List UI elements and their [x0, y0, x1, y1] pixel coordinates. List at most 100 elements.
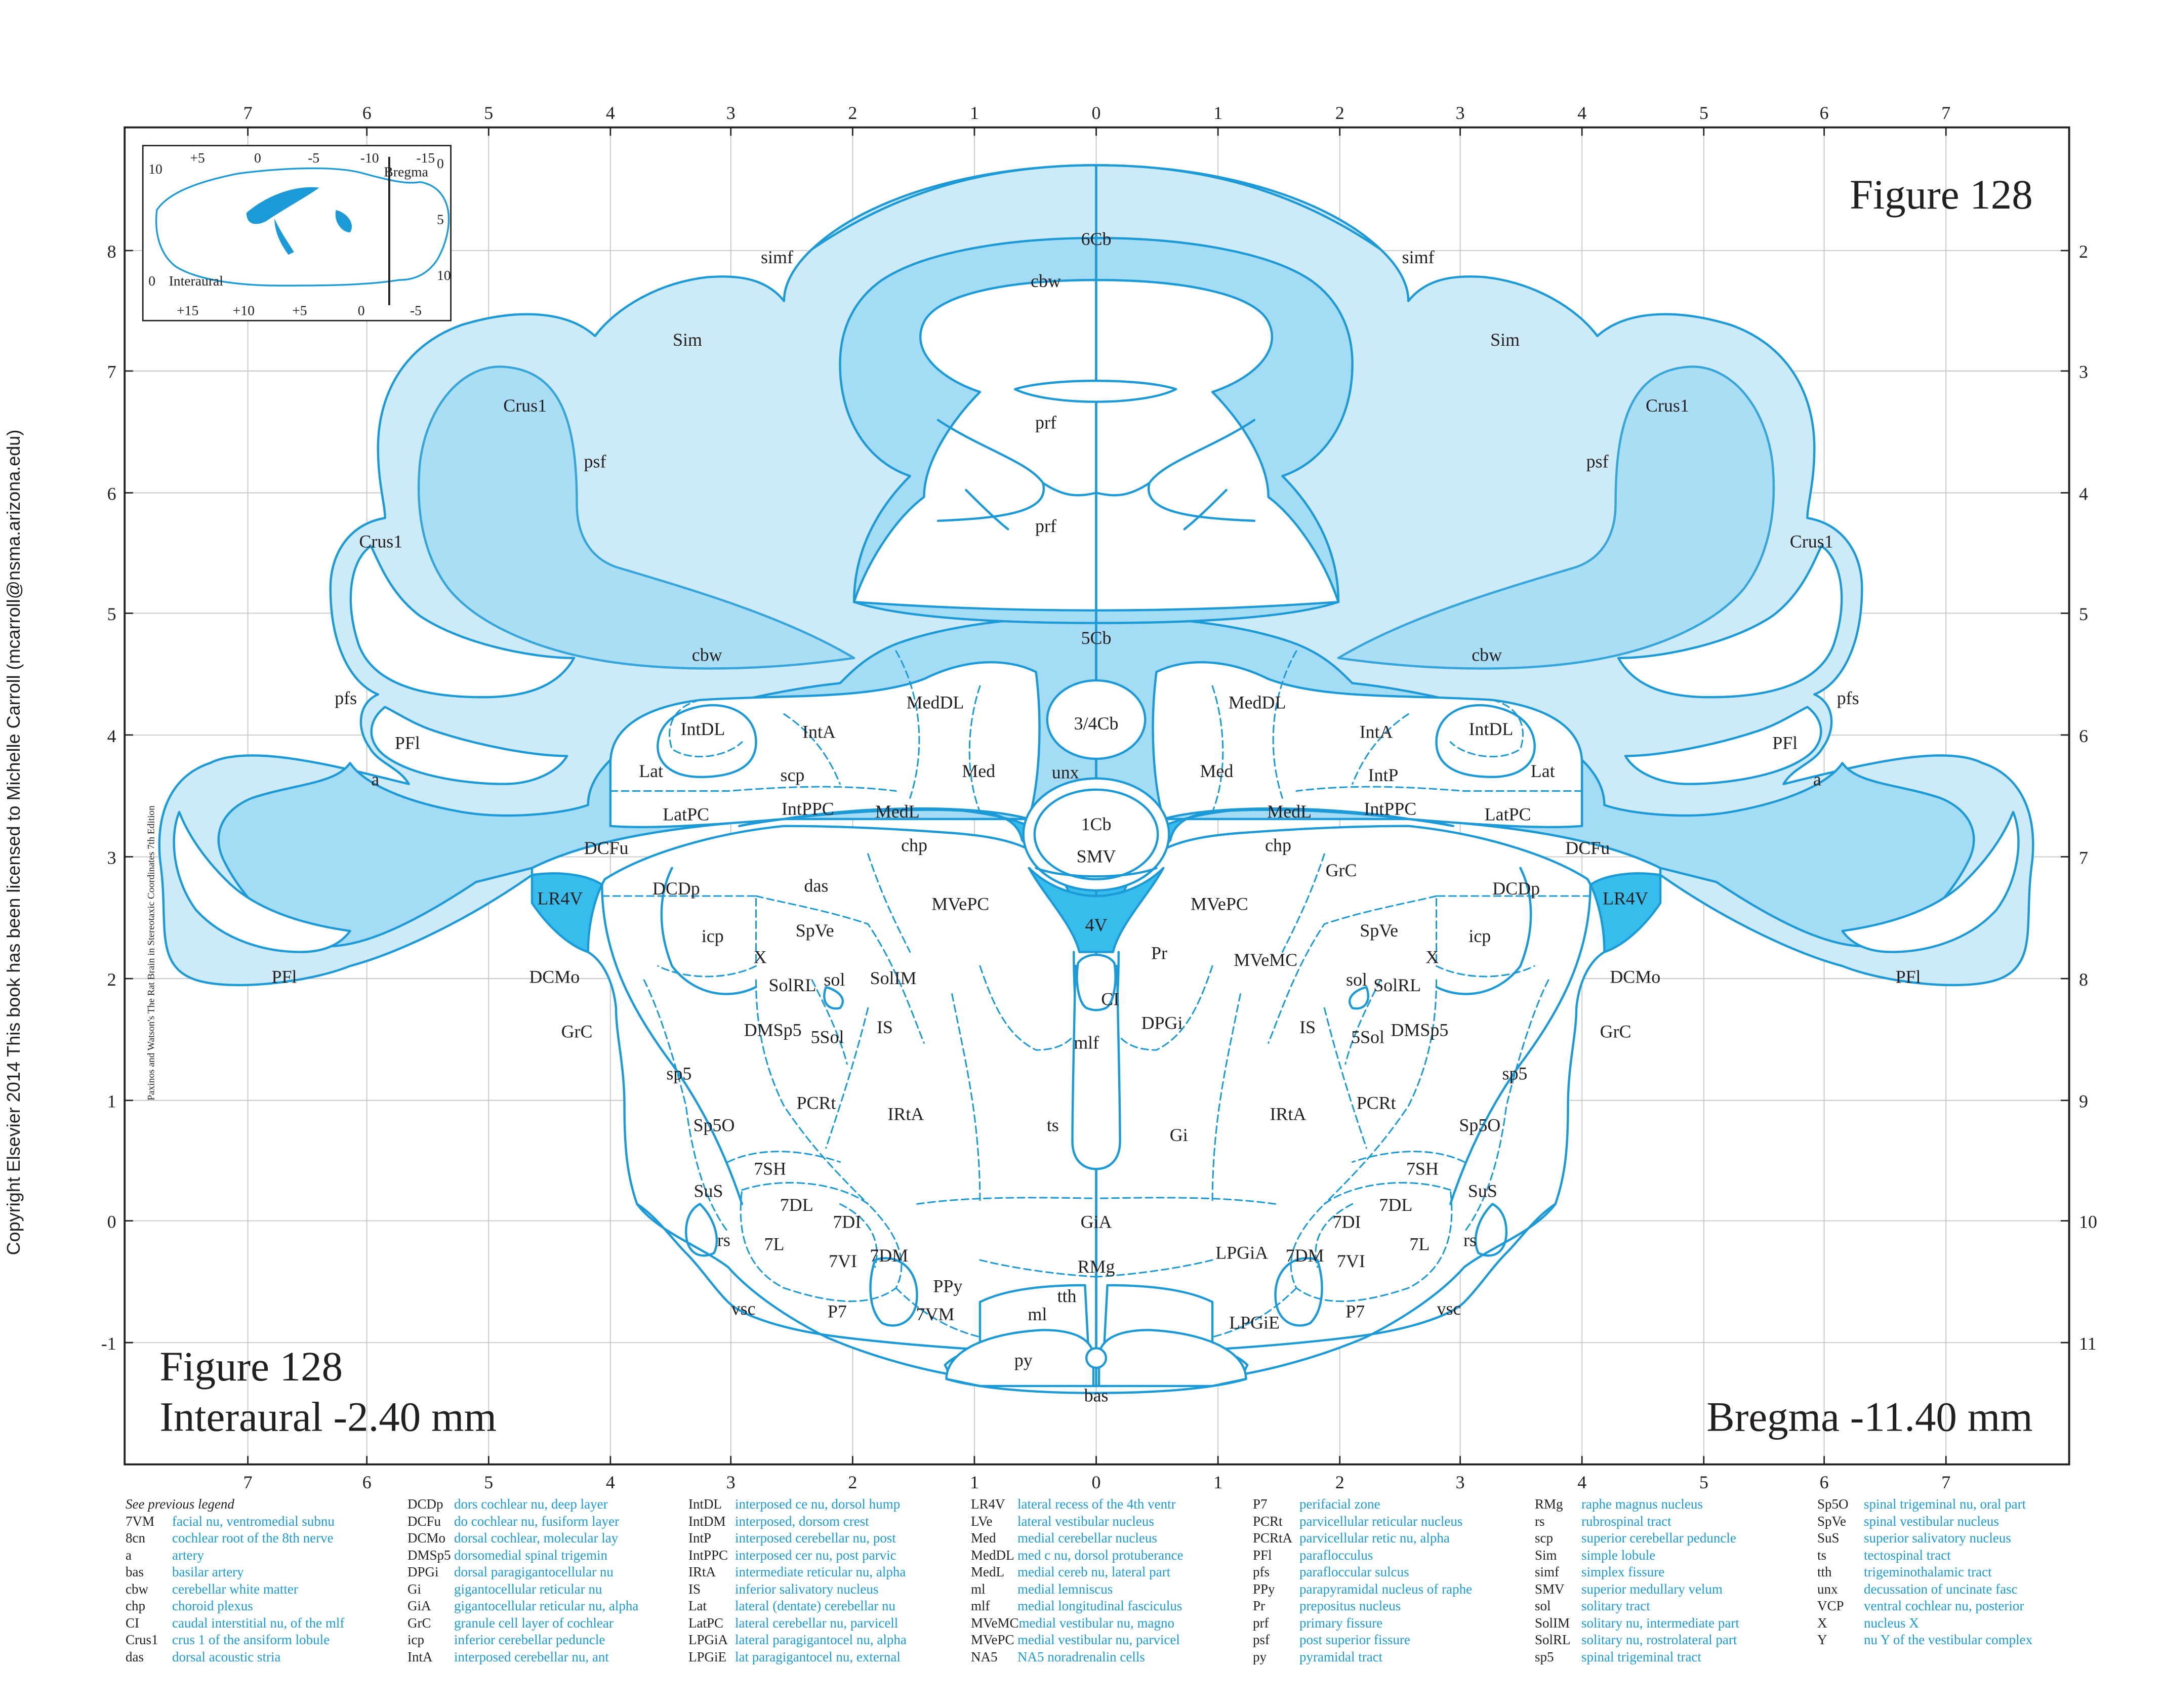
legend-abbreviation: LPGiE: [688, 1649, 727, 1664]
legend-abbreviation: DPGi: [407, 1564, 439, 1579]
axis-top-labels: 7 6 5 4 3 2 1 0 1 2 3 4 5 6 7: [243, 103, 1951, 123]
legend-definition: solitary nu, rostrolateral part: [1581, 1632, 1737, 1647]
legend-entry: LPGiE lat paragigantocel nu, external: [688, 1649, 907, 1666]
region-label-sp5o: Sp5O: [693, 1115, 735, 1135]
legend-entry: Med medial cerebellar nucleus: [971, 1530, 1183, 1547]
legend-entry: IntPPC interposed cer nu, post parvic: [688, 1547, 907, 1564]
sagittal-inset: +5 0 -5 -10 -15 +15 +10 +5 0 -5 10 0 0 5 10 Bregma Int…: [142, 145, 452, 321]
vermis-top: [810, 164, 1382, 251]
axis-bottom-label: 5: [484, 1472, 493, 1492]
region-label-mlf: mlf: [1074, 1032, 1099, 1052]
region-label-7l: 7L: [764, 1234, 784, 1254]
axis-top-label: 3: [1456, 103, 1465, 123]
legend-entry: unx decussation of uncinate fasc: [1817, 1581, 2032, 1598]
axis-right-label: 10: [2079, 1211, 2097, 1232]
legend-abbreviation: chp: [126, 1598, 145, 1613]
legend-entry: CI caudal interstitial nu, of the mlf: [126, 1615, 344, 1632]
legend-entry: SolRL solitary nu, rostrolateral part: [1535, 1632, 1739, 1649]
inset-brain: [274, 218, 294, 255]
legend-definition: post superior fissure: [1299, 1632, 1410, 1647]
legend-abbreviation: DMSp5: [407, 1547, 451, 1563]
legend-definition: cochlear root of the 8th nerve: [172, 1530, 334, 1546]
region-label-crus1: Crus1: [359, 531, 402, 551]
region-label-intppc: IntPPC: [1364, 799, 1416, 819]
inset-interaural-label: Interaural: [169, 273, 224, 289]
legend-entry: 7VM facial nu, ventromedial subnu: [126, 1513, 344, 1530]
region-label-lr4v: LR4V: [537, 888, 583, 909]
region-label-dcdp: DCDp: [652, 878, 700, 899]
legend-abbreviation: sol: [1535, 1598, 1551, 1613]
region-label-mvepc: MVePC: [1191, 894, 1248, 914]
legend-abbreviation: ts: [1817, 1547, 1827, 1563]
legend-entry: Sim simple lobule: [1535, 1547, 1739, 1564]
axis-bottom-label: 0: [1092, 1472, 1101, 1492]
axis-top-label: 3: [726, 103, 736, 123]
inset-top-tick: +5: [190, 150, 205, 166]
axis-left-label: -1: [101, 1333, 116, 1354]
axis-right-label: 4: [2079, 483, 2088, 504]
axis-bottom-label: 1: [1213, 1472, 1222, 1492]
legend-definition: caudal interstitial nu, of the mlf: [172, 1615, 345, 1631]
legend-definition: parapyramidal nucleus of raphe: [1299, 1581, 1473, 1597]
axis-right-label: 2: [2079, 241, 2088, 262]
legend-entry: a artery: [126, 1547, 344, 1564]
legend-definition: medial cerebellar nucleus: [1017, 1530, 1157, 1546]
region-label-sp5o: Sp5O: [1459, 1115, 1500, 1135]
legend-entry: SolIM solitary nu, intermediate part: [1535, 1615, 1739, 1632]
legend-entry: DMSp5 dorsomedial spinal trigemin: [407, 1547, 638, 1564]
axis-left-labels: 8 7 6 5 4 3 2 1 0 -1: [101, 241, 116, 1354]
legend-abbreviation: CI: [126, 1615, 139, 1631]
axis-left-label: 1: [107, 1091, 116, 1112]
region-label-7di: 7DI: [833, 1211, 861, 1232]
region-label-intdl: IntDL: [680, 719, 725, 739]
lobule-outline: [852, 278, 1097, 612]
axis-bottom-label: 6: [1820, 1472, 1829, 1492]
inset-top-tick: 0: [254, 150, 261, 166]
interaural-coordinate: Interaural -2.40 mm: [159, 1393, 497, 1440]
legend-abbreviation: PCRt: [1253, 1513, 1283, 1529]
region-label-simf: simf: [1402, 247, 1435, 267]
region-label-x: X: [754, 947, 767, 967]
legend-abbreviation: SolRL: [1535, 1632, 1571, 1647]
legend-entry: DCMo dorsal cochlear, molecular lay: [407, 1530, 638, 1547]
legend-entry: IntP interposed cerebellar nu, post: [688, 1530, 907, 1547]
legend-entry: Pr prepositus nucleus: [1253, 1598, 1472, 1615]
legend-definition: pyramidal tract: [1299, 1649, 1383, 1664]
axis-right-label: 11: [2079, 1333, 2097, 1354]
midline-structures: [810, 164, 1382, 1394]
region-label-psf: psf: [1586, 452, 1609, 472]
legend-entry: ml medial lemniscus: [971, 1581, 1183, 1598]
region-label-pfl: PFl: [395, 733, 420, 753]
region-label-lat: Lat: [1531, 761, 1555, 781]
region-labels: 6Cb cbw simf simf Sim Sim prf prf Crus1 Crus1 psf p…: [272, 229, 1921, 1405]
legend-definition: simple lobule: [1581, 1547, 1656, 1563]
legend-entry: psf post superior fissure: [1253, 1632, 1472, 1649]
axis-left-label: 4: [107, 726, 116, 746]
region-label-pfl: PFl: [1772, 733, 1798, 753]
legend-entry: 8cn cochlear root of the 8th nerve: [126, 1530, 344, 1547]
legend-definition: prepositus nucleus: [1299, 1598, 1401, 1613]
axis-bottom-labels: 7 6 5 4 3 2 1 0 1 2 3 4 5 6 7: [243, 1472, 1951, 1492]
legend-abbreviation: tth: [1817, 1564, 1832, 1579]
region-label-vsc: vsc: [731, 1298, 756, 1319]
legend-abbreviation: mlf: [971, 1598, 990, 1613]
region-label-p7: P7: [1345, 1301, 1365, 1321]
legend-column: LR4V lateral recess of the 4th ventr LVe la…: [971, 1496, 1183, 1665]
region-label-vsc: vsc: [1437, 1298, 1461, 1319]
inset-brain: [155, 167, 450, 287]
legend-entry: SuS superior salivatory nucleus: [1817, 1530, 2032, 1547]
region-label-7vm: 7VM: [916, 1304, 955, 1324]
legend-abbreviation: IS: [688, 1581, 701, 1597]
axis-right-label: 5: [2079, 604, 2088, 624]
legend-entry: PCRtA parvicellular retic nu, alpha: [1253, 1530, 1472, 1547]
legend-definition: simplex fissure: [1581, 1564, 1665, 1579]
axis-bottom-label: 5: [1699, 1472, 1708, 1492]
legend-abbreviation: Lat: [688, 1598, 707, 1613]
axis-top-label: 2: [1335, 103, 1344, 123]
legend-entry: RMg raphe magnus nucleus: [1535, 1496, 1739, 1513]
legend-abbreviation: sp5: [1535, 1649, 1554, 1664]
legend-entry: DCDp dors cochlear nu, deep layer: [407, 1496, 638, 1513]
legend-entry: PCRt parvicellular reticular nucleus: [1253, 1513, 1472, 1530]
region-label-grc: GrC: [1326, 860, 1357, 880]
